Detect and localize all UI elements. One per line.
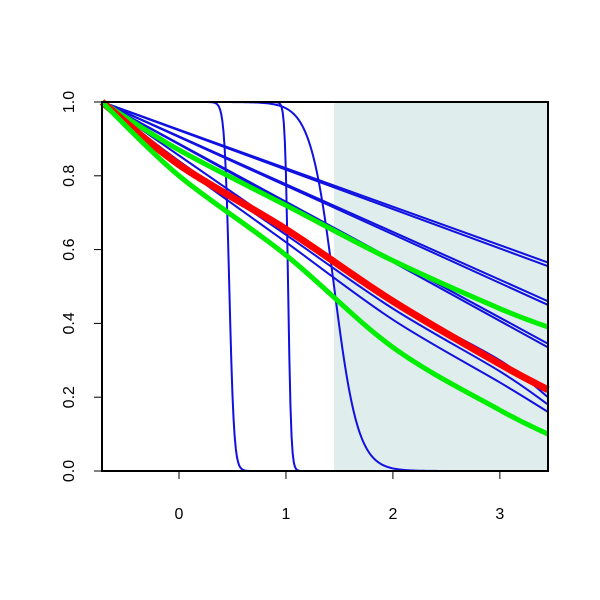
x-tick-label: 2 <box>388 506 397 523</box>
series-line-blue-linear-4 <box>101 101 549 306</box>
series-line-green-lower-15 <box>100 100 550 437</box>
x-axis: 0 1 2 3 <box>175 471 504 523</box>
series-line-green-upper-13 <box>100 99 549 330</box>
plot-frame <box>101 101 549 472</box>
x-tick-label: 3 <box>495 506 504 523</box>
y-tick-label: 0.8 <box>61 165 78 187</box>
series-line-blue-linear-2 <box>101 101 549 268</box>
y-tick-label: 0.4 <box>61 312 78 334</box>
x-tick-label: 0 <box>175 506 184 523</box>
y-tick-label: 0.0 <box>61 460 78 482</box>
y-tick-label: 0.6 <box>61 238 78 260</box>
series-line-red-14 <box>99 99 550 393</box>
y-axis: 0.0 0.2 0.4 0.6 0.8 1.0 <box>61 91 102 482</box>
y-tick-label: 0.2 <box>61 386 78 408</box>
y-tick-label: 1.0 <box>61 91 78 113</box>
x-tick-label: 1 <box>282 506 291 523</box>
